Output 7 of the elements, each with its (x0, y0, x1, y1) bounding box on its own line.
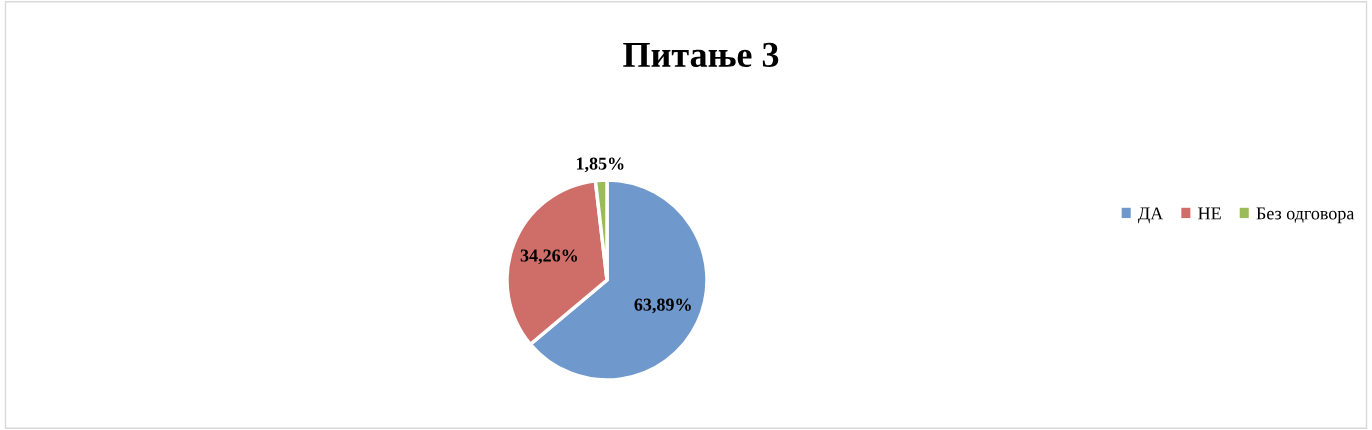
legend-label: Без одговора (1256, 207, 1355, 224)
chart-title: Питање 3 (623, 42, 779, 68)
data-label: 34,26% (520, 249, 578, 265)
legend-label: НЕ (1198, 207, 1221, 220)
legend-label: ДА (1138, 207, 1164, 224)
data-label: 1,85% (576, 157, 624, 173)
data-label: 63,89% (634, 298, 691, 314)
